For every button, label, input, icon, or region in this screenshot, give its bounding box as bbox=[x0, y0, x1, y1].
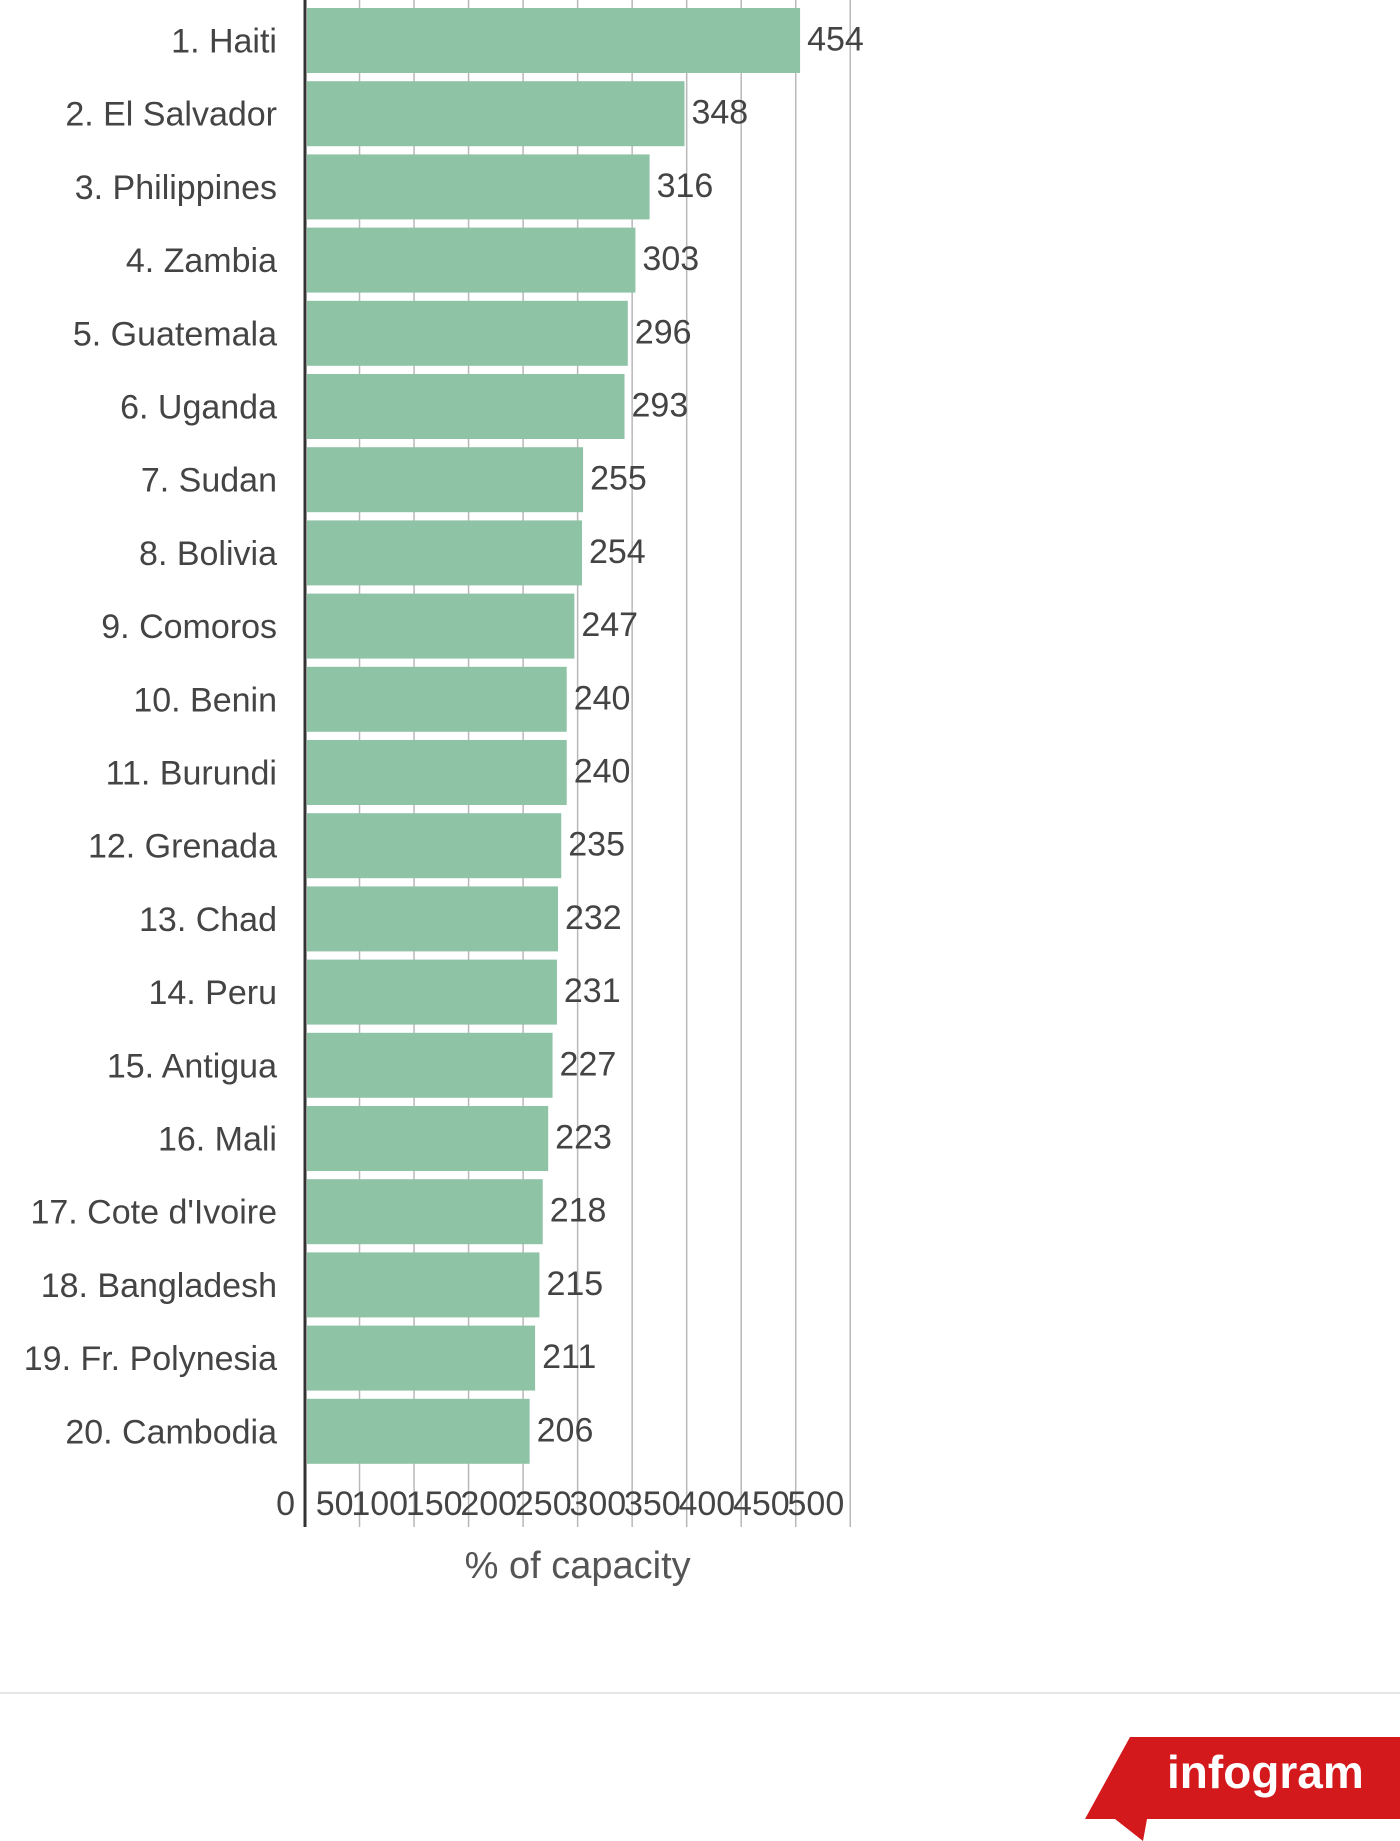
chart-area: 1. Haiti 454 2. El Salvador 348 3. Philippin… bbox=[24, 0, 864, 1587]
category-label-18: 18. Bangladesh bbox=[41, 1267, 277, 1305]
category-label-12: 12. Grenada bbox=[88, 828, 277, 866]
bar-15[interactable] bbox=[307, 1032, 553, 1098]
value-label-6: 293 bbox=[632, 387, 689, 425]
bar-chart: 1. Haiti 454 2. El Salvador 348 3. Philippin… bbox=[24, 0, 864, 1587]
bar-11[interactable] bbox=[307, 740, 567, 805]
bar-9[interactable] bbox=[307, 593, 575, 659]
category-label-16: 16. Mali bbox=[158, 1121, 277, 1159]
bar-7[interactable] bbox=[307, 447, 584, 513]
bar-17[interactable] bbox=[307, 1179, 543, 1245]
logo-text: infogram bbox=[1167, 1746, 1364, 1798]
value-label-5: 296 bbox=[635, 313, 692, 351]
value-label-17: 218 bbox=[550, 1192, 607, 1230]
value-label-12: 235 bbox=[568, 826, 625, 864]
bar-3[interactable] bbox=[307, 154, 650, 220]
category-label-7: 7. Sudan bbox=[141, 462, 277, 500]
category-label-8: 8. Bolivia bbox=[139, 535, 277, 573]
category-label-17: 17. Cote d'Ivoire bbox=[30, 1194, 277, 1232]
category-label-14: 14. Peru bbox=[148, 974, 277, 1012]
value-label-19: 211 bbox=[542, 1338, 596, 1376]
value-label-8: 254 bbox=[589, 533, 646, 571]
bar-8[interactable] bbox=[307, 520, 582, 586]
logo-badge-shape bbox=[1085, 1737, 1400, 1841]
x-tick-label-250: 250 bbox=[515, 1485, 572, 1523]
x-tick-label-0: 0 bbox=[276, 1485, 295, 1523]
x-tick-label-450: 450 bbox=[733, 1485, 790, 1523]
value-label-16: 223 bbox=[555, 1119, 612, 1157]
x-tick-label-50: 50 bbox=[316, 1485, 354, 1523]
value-label-3: 316 bbox=[657, 167, 714, 205]
bar-13[interactable] bbox=[307, 886, 558, 952]
category-label-6: 6. Uganda bbox=[120, 389, 277, 427]
bar-5[interactable] bbox=[307, 300, 628, 366]
category-label-19: 19. Fr. Polynesia bbox=[24, 1340, 277, 1378]
value-label-11: 240 bbox=[574, 753, 631, 791]
x-tick-label-400: 400 bbox=[678, 1485, 735, 1523]
bar-10[interactable] bbox=[307, 666, 567, 732]
bar-12[interactable] bbox=[307, 813, 562, 879]
x-tick-label-200: 200 bbox=[460, 1485, 517, 1523]
value-label-18: 215 bbox=[546, 1265, 603, 1303]
value-label-7: 255 bbox=[590, 460, 647, 498]
bar-16[interactable] bbox=[307, 1106, 549, 1171]
bar-14[interactable] bbox=[307, 959, 557, 1025]
value-label-1: 454 bbox=[807, 21, 864, 59]
x-tick-label-350: 350 bbox=[624, 1485, 681, 1523]
category-label-11: 11. Burundi bbox=[106, 755, 277, 793]
x-axis-title: % of capacity bbox=[465, 1545, 691, 1587]
x-tick-label-300: 300 bbox=[569, 1485, 626, 1523]
infogram-logo[interactable]: infogram bbox=[1085, 1735, 1400, 1841]
x-tick-label-100: 100 bbox=[351, 1485, 408, 1523]
footer-divider bbox=[0, 1692, 1400, 1694]
category-label-20: 20. Cambodia bbox=[65, 1413, 277, 1451]
category-label-10: 10. Benin bbox=[133, 681, 277, 719]
bar-20[interactable] bbox=[307, 1398, 530, 1464]
bar-2[interactable] bbox=[307, 81, 685, 147]
category-label-1: 1. Haiti bbox=[171, 23, 277, 61]
value-label-20: 206 bbox=[537, 1411, 594, 1449]
x-tick-label-150: 150 bbox=[406, 1485, 463, 1523]
category-label-4: 4. Zambia bbox=[126, 242, 277, 280]
category-label-2: 2. El Salvador bbox=[65, 96, 277, 134]
value-label-13: 232 bbox=[565, 899, 622, 937]
value-label-15: 227 bbox=[560, 1045, 617, 1083]
category-label-5: 5. Guatemala bbox=[73, 315, 277, 353]
bar-1[interactable] bbox=[307, 8, 801, 73]
category-label-9: 9. Comoros bbox=[101, 608, 277, 646]
bar-18[interactable] bbox=[307, 1252, 540, 1318]
x-tick-label-500: 500 bbox=[788, 1485, 845, 1523]
bar-6[interactable] bbox=[307, 374, 625, 439]
value-label-10: 240 bbox=[574, 679, 631, 717]
value-label-4: 303 bbox=[642, 240, 699, 278]
value-label-9: 247 bbox=[581, 606, 638, 644]
category-label-3: 3. Philippines bbox=[75, 169, 277, 207]
category-label-13: 13. Chad bbox=[139, 901, 277, 939]
value-label-14: 231 bbox=[564, 972, 621, 1010]
bar-4[interactable] bbox=[307, 227, 636, 293]
category-label-15: 15. Antigua bbox=[107, 1047, 277, 1085]
bar-19[interactable] bbox=[307, 1325, 536, 1391]
value-label-2: 348 bbox=[691, 94, 748, 132]
